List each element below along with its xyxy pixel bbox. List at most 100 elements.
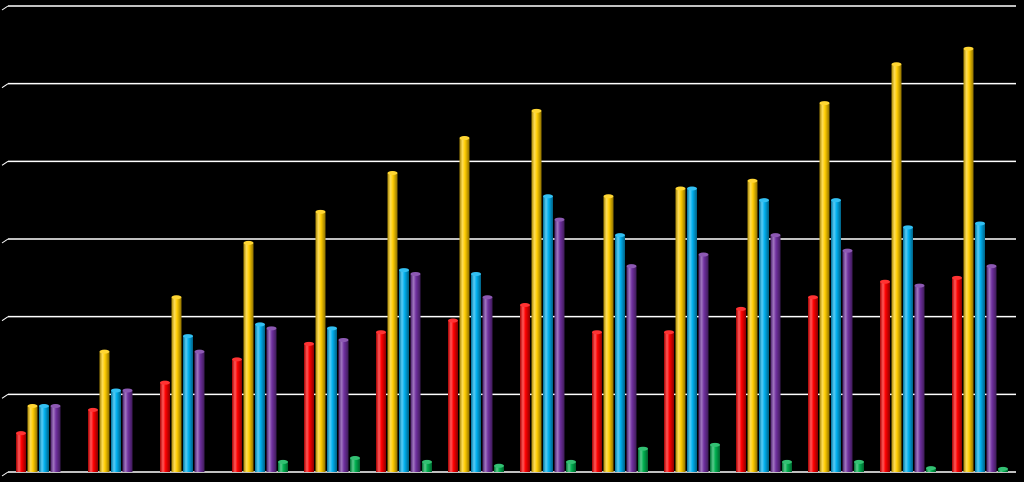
bar-s1-c9 [675,188,686,472]
y-tick-6 [1,5,9,11]
bar-s2-c7 [543,196,553,473]
bar-s2-c1 [111,390,121,472]
bar-s1-c3 [243,242,254,472]
bar-cap-s3-c6 [482,295,493,300]
bar-s1-c2 [171,297,182,472]
bar-s3-c10 [770,235,781,472]
bar-cap-s3-c11 [842,248,853,253]
bar-s0-c5 [376,332,386,472]
bar-s3-c3 [266,328,277,472]
bar-s0-c3 [232,359,242,472]
bar-s1-c4 [315,211,326,473]
bar-cap-s4-c5 [422,459,432,464]
bar-cap-s2-c7 [543,194,553,199]
bar-s0-c7 [520,305,530,472]
bar-s1-c13 [963,48,974,472]
bar-cap-s1-c8 [603,194,614,199]
bar-s2-c2 [183,336,193,472]
bars-group [16,46,1008,473]
bar-s0-c1 [88,409,98,472]
bar-s2-c4 [327,328,337,472]
bar-s4-c7 [566,461,576,472]
bar-s4-c3 [278,461,288,472]
bar-cap-s3-c7 [554,217,565,222]
bar-s1-c1 [99,351,110,472]
bar-cap-s4-c6 [494,463,504,468]
bar-s3-c6 [482,297,493,472]
bar-s4-c4 [350,458,360,472]
bar-cap-s3-c10 [770,233,781,238]
bar-s0-c0 [16,433,26,472]
bar-s0-c10 [736,308,746,472]
bar-cap-s1-c2 [171,295,182,300]
bar-s3-c7 [554,219,565,472]
bar-s2-c3 [255,324,265,472]
bar-s4-c8 [638,448,648,472]
bar-cap-s1-c7 [531,108,542,113]
bar-s2-c13 [975,223,985,472]
bar-s3-c0 [50,405,61,472]
bar-cap-s2-c11 [831,198,841,203]
bar-cap-s0-c10 [736,306,746,311]
bar-s2-c11 [831,200,841,472]
bar-cap-s1-c10 [747,178,758,183]
bar-s4-c9 [710,444,720,472]
bar-cap-s3-c2 [194,349,205,354]
bar-s1-c11 [819,103,830,472]
bar-cap-s2-c0 [39,403,49,408]
bar-cap-s3-c0 [50,403,61,408]
bar-cap-s1-c9 [675,186,686,191]
bar-cap-s1-c12 [891,62,902,67]
bar-s3-c2 [194,351,205,472]
bar-s0-c6 [448,320,458,472]
bar-s0-c11 [808,297,818,472]
bar-cap-s3-c13 [986,264,997,269]
bar-cap-s0-c4 [304,341,314,346]
bar-s0-c13 [952,277,962,472]
bar-cap-s2-c9 [687,186,697,191]
bar-s2-c12 [903,227,913,472]
bar-cap-s2-c4 [327,326,337,331]
bar-s2-c9 [687,188,697,472]
bar-cap-s2-c6 [471,271,481,276]
bar-s1-c0 [27,405,38,472]
bar-s0-c12 [880,281,890,472]
bar-cap-s2-c10 [759,198,769,203]
bar-s2-c5 [399,270,409,472]
bar-cap-s1-c5 [387,170,398,175]
bar-cap-s4-c7 [566,459,576,464]
bar-s3-c11 [842,250,853,472]
bar-cap-s2-c3 [255,322,265,327]
bar-cap-s0-c13 [952,275,962,280]
bar-cap-s0-c8 [592,330,602,335]
bar-cap-s0-c5 [376,330,386,335]
bar-cap-s3-c8 [626,264,637,269]
bar-cap-s3-c5 [410,271,421,276]
bar-cap-s4-c10 [782,459,792,464]
bar-s0-c8 [592,332,602,472]
bar-cap-s0-c0 [16,431,26,436]
bar-s3-c9 [698,254,709,472]
bar-cap-s2-c2 [183,334,193,339]
bar-s4-c10 [782,461,792,472]
y-tick-1 [1,393,9,399]
y-tick-5 [1,83,9,89]
bar-cap-s1-c3 [243,240,254,245]
bar-cap-s2-c13 [975,221,985,226]
bar-cap-s0-c7 [520,303,530,308]
bar-cap-s4-c12 [926,466,936,471]
bar-cap-s0-c1 [88,407,98,412]
bar-s3-c13 [986,266,997,472]
y-tick-3 [1,238,9,244]
bar-s0-c9 [664,332,674,472]
gridlines [1,5,1016,477]
bar-s2-c8 [615,235,625,472]
bar-cap-s2-c1 [111,388,121,393]
bar-s3-c1 [122,390,133,472]
bar-cap-s1-c4 [315,209,326,214]
bar-s2-c0 [39,405,49,472]
bar-s2-c6 [471,273,481,472]
bar-s0-c2 [160,382,170,472]
